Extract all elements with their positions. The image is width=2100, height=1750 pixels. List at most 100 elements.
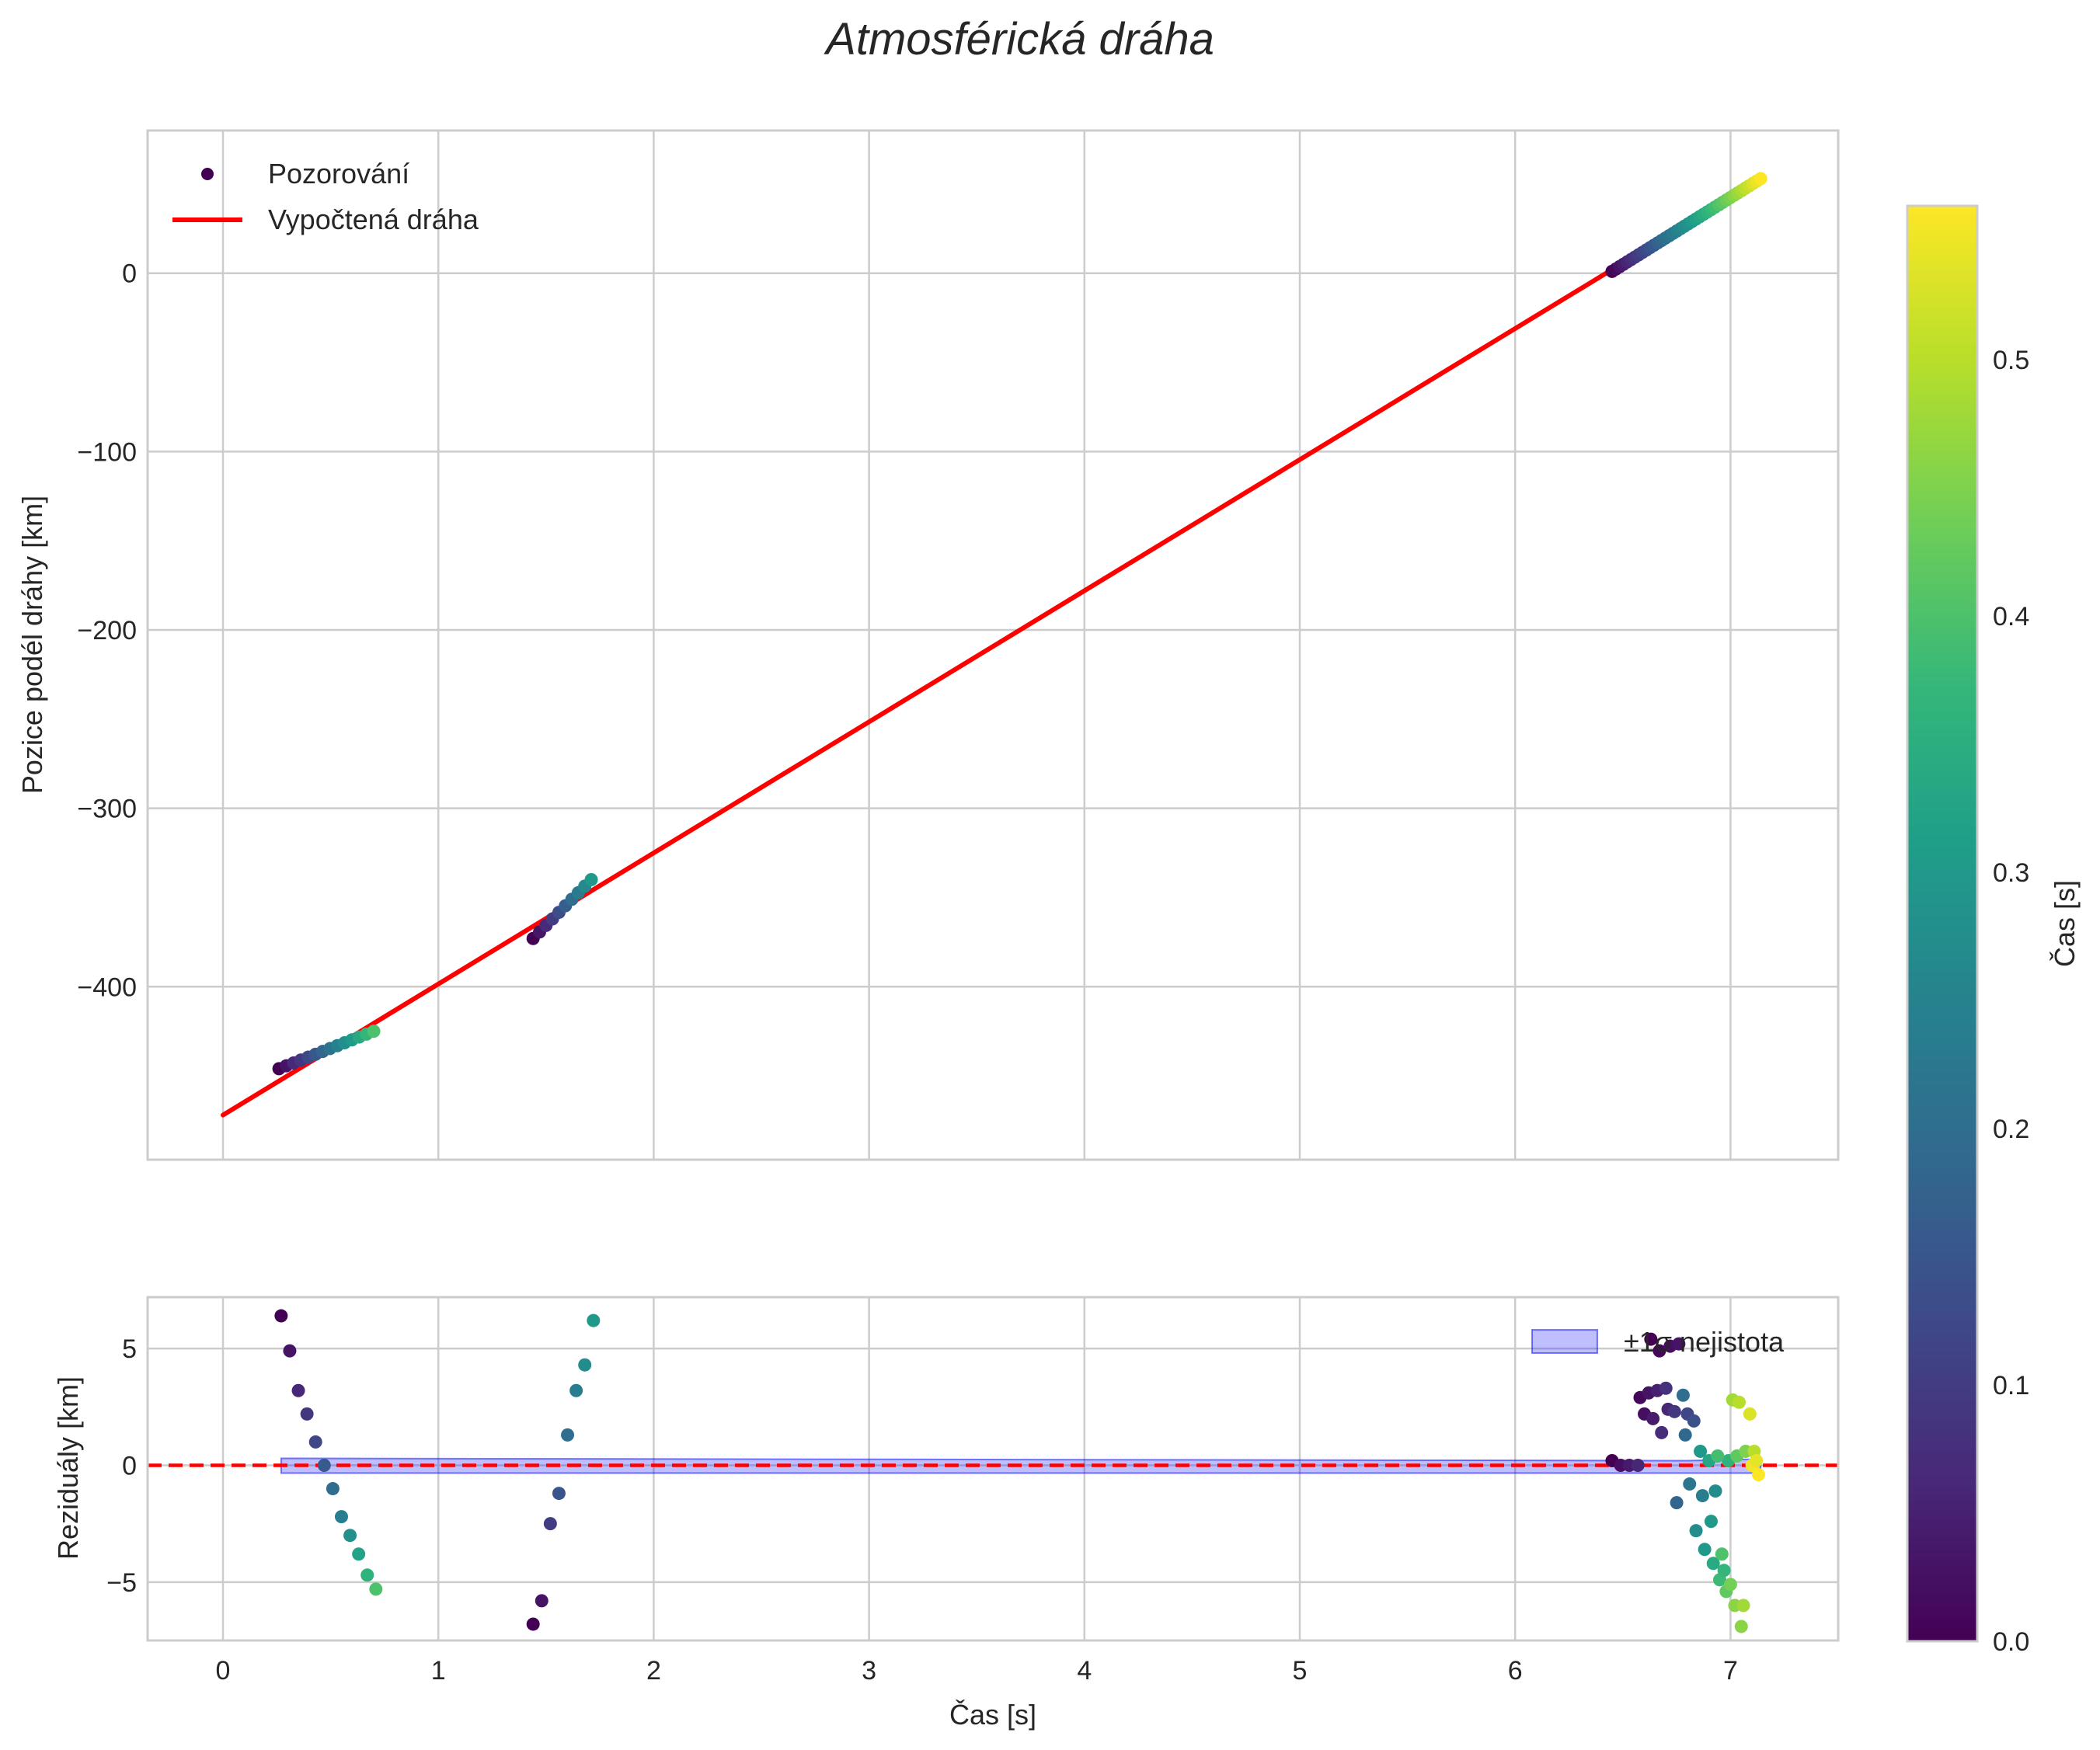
- x-tick-label: 1: [431, 1656, 446, 1686]
- residual-point: [300, 1407, 314, 1421]
- residual-point: [283, 1344, 297, 1358]
- residual-point: [326, 1482, 340, 1496]
- residual-point: [526, 1617, 540, 1631]
- x-axis-label: Čas [s]: [949, 1699, 1036, 1731]
- residual-point: [1667, 1404, 1681, 1418]
- residual-point: [369, 1582, 383, 1596]
- residual-point: [1652, 1344, 1666, 1358]
- residuals-y-tick-label: 5: [122, 1334, 137, 1364]
- figure-title: Atmosférická dráha: [824, 14, 1214, 64]
- residual-points: [274, 1309, 1765, 1633]
- residual-point: [569, 1383, 583, 1397]
- residual-point: [274, 1309, 288, 1323]
- residual-point: [1676, 1388, 1690, 1402]
- observation-point: [1753, 172, 1767, 186]
- colorbar-ticks: 0.0 0.1 0.2 0.3 0.4 0.5: [1993, 346, 2029, 1657]
- residual-point: [535, 1594, 549, 1608]
- colorbar-gradient: [1906, 204, 1979, 1643]
- residual-point: [1708, 1484, 1722, 1498]
- residual-point: [1689, 1524, 1703, 1538]
- residual-point: [1717, 1564, 1731, 1578]
- residuals-y-label: Reziduály [km]: [52, 1376, 84, 1560]
- residual-point: [1736, 1599, 1750, 1613]
- trajectory-grid: [148, 130, 1838, 1160]
- residual-point: [1750, 1453, 1764, 1467]
- trajectory-legend[interactable]: Pozorování Vypočtená dráha: [172, 158, 479, 235]
- observation-point: [367, 1025, 381, 1039]
- residual-point: [1631, 1458, 1645, 1472]
- residual-point: [1672, 1337, 1686, 1351]
- residual-point: [1751, 1468, 1765, 1482]
- x-tick-label: 0: [216, 1656, 231, 1686]
- residual-point: [1711, 1449, 1725, 1463]
- residual-point: [561, 1428, 575, 1442]
- fit-line: [221, 178, 1761, 1118]
- residual-point: [1715, 1547, 1729, 1561]
- residual-point: [1683, 1477, 1697, 1491]
- trajectory-y-tick-label: −100: [77, 437, 137, 467]
- colorbar-tick-label: 0.5: [1993, 346, 2029, 375]
- residuals-y-ticks: 5 0 −5: [106, 1334, 137, 1598]
- residual-point: [1655, 1425, 1669, 1439]
- trajectory-y-tick-label: −200: [77, 616, 137, 645]
- legend-marker-observations: [201, 168, 214, 180]
- trajectory-y-label: Pozice podél dráhy [km]: [16, 496, 48, 794]
- colorbar: 0.0 0.1 0.2 0.3 0.4 0.5 Čas [s]: [1906, 204, 2081, 1657]
- x-tick-label: 6: [1508, 1656, 1523, 1686]
- legend-label-fit-line: Vypočtená dráha: [268, 204, 479, 235]
- trajectory-y-tick-label: −400: [77, 972, 137, 1002]
- observation-points: [272, 172, 1767, 1076]
- residual-point: [1704, 1515, 1718, 1529]
- x-tick-label: 5: [1293, 1656, 1308, 1686]
- residual-point: [1678, 1428, 1692, 1442]
- residual-point: [1695, 1489, 1709, 1503]
- colorbar-tick-label: 0.2: [1993, 1115, 2029, 1144]
- legend-marker-band: [1531, 1329, 1598, 1354]
- residual-point: [1698, 1543, 1712, 1557]
- residual-point: [360, 1568, 374, 1582]
- colorbar-tick-label: 0.3: [1993, 858, 2029, 888]
- residual-point: [1687, 1414, 1701, 1428]
- residual-point: [1644, 1332, 1658, 1346]
- residual-point: [543, 1517, 557, 1531]
- residual-point: [1646, 1411, 1660, 1425]
- residual-point: [352, 1547, 366, 1561]
- fit-line-layer: [221, 178, 1761, 1118]
- trajectory-y-tick-label: 0: [122, 259, 137, 289]
- x-tick-label: 7: [1723, 1656, 1738, 1686]
- residual-point: [343, 1529, 357, 1543]
- observation-point: [584, 872, 598, 886]
- residuals-y-tick-label: −5: [106, 1568, 137, 1598]
- residual-point: [552, 1487, 566, 1501]
- residuals-x-ticks: 0 1 2 3 4 5 6 7: [216, 1656, 1738, 1686]
- residual-point: [1732, 1395, 1746, 1409]
- trajectory-y-tick-label: −300: [77, 795, 137, 824]
- residuals-legend[interactable]: ±1σ nejistota: [1531, 1326, 1785, 1358]
- residual-point: [587, 1313, 601, 1327]
- residual-point: [1670, 1496, 1684, 1510]
- trajectory-y-ticks: 0 −100 −200 −300 −400: [77, 259, 137, 1003]
- colorbar-tick-label: 0.1: [1993, 1371, 2029, 1400]
- residual-point: [308, 1435, 322, 1449]
- colorbar-tick-label: 0.0: [1993, 1627, 2029, 1657]
- x-tick-label: 4: [1077, 1656, 1092, 1686]
- trajectory-frame: [146, 129, 1840, 1161]
- x-tick-label: 2: [646, 1656, 661, 1686]
- colorbar-label: Čas [s]: [2049, 880, 2081, 967]
- trajectory-panel: 0 −100 −200 −300 −400 Pozice podél dráhy [km…: [16, 129, 1840, 1161]
- residual-point: [1734, 1620, 1748, 1633]
- residual-point: [291, 1383, 305, 1397]
- legend-label-observations: Pozorování: [268, 158, 409, 190]
- residual-point: [1743, 1407, 1757, 1421]
- residual-point: [317, 1458, 331, 1472]
- residual-point: [1723, 1578, 1737, 1592]
- residual-point: [1659, 1381, 1673, 1395]
- residual-point: [1706, 1557, 1720, 1571]
- colorbar-tick-label: 0.4: [1993, 602, 2029, 631]
- residual-point: [1694, 1444, 1708, 1458]
- residuals-frame: [146, 1296, 1840, 1642]
- residuals-y-tick-label: 0: [122, 1451, 137, 1480]
- residual-point: [578, 1358, 592, 1372]
- residual-point: [334, 1510, 348, 1524]
